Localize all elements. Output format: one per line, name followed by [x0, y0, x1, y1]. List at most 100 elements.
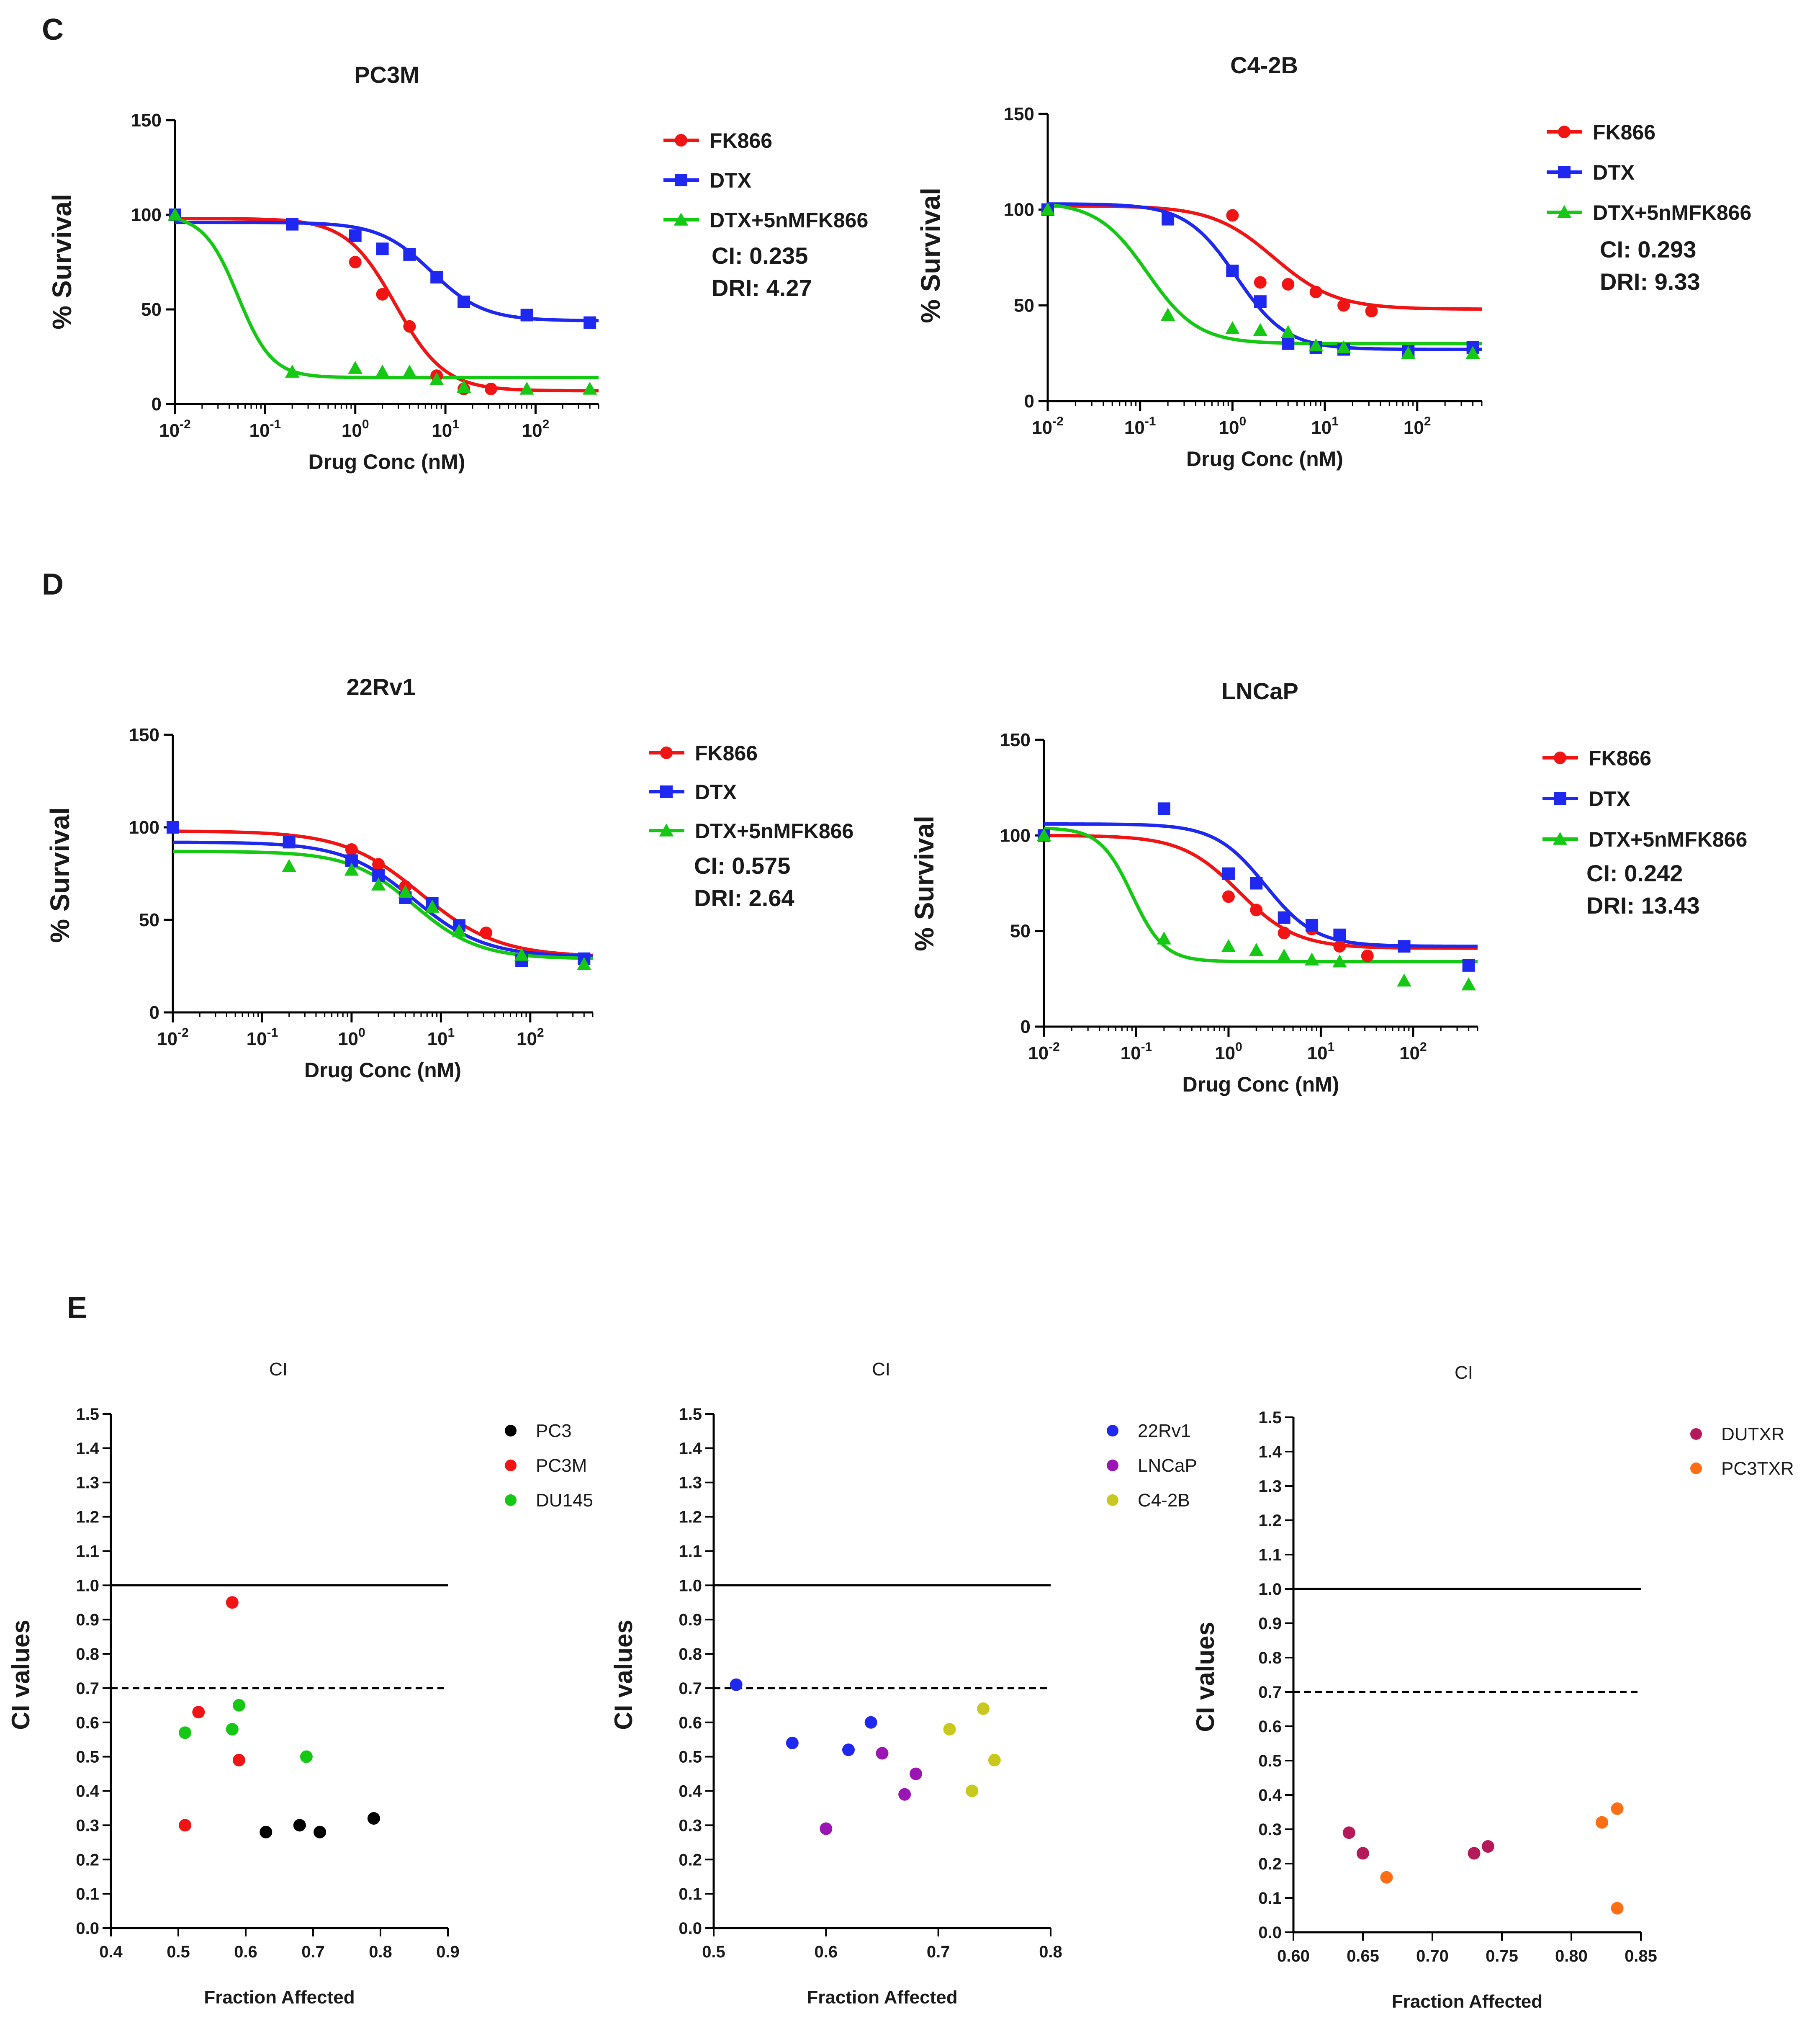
x-tick-label: 101: [1311, 415, 1339, 438]
fit-curve-dtx: [173, 840, 593, 958]
legend-marker: [1554, 792, 1566, 805]
y-tick-label: 1.1: [76, 1542, 99, 1560]
x-tick-exponent: 1: [1328, 1040, 1335, 1054]
y-tick-label: 1.2: [76, 1508, 99, 1527]
data-point-dtx: [1222, 867, 1235, 880]
data-point-dtx: [349, 229, 362, 242]
x-tick-label: 0.9: [436, 1943, 460, 1961]
legend-marker: [1690, 1428, 1702, 1440]
data-point-pc3txr: [1380, 1871, 1393, 1884]
legend-marker: [674, 212, 689, 226]
x-tick-exponent: 2: [537, 1026, 544, 1040]
y-tick-label: 0: [1021, 1017, 1031, 1037]
data-point-fk866: [1365, 305, 1378, 318]
data-point-dtx+5nmfk866: [282, 859, 296, 872]
data-point-dtx+5nmfk866: [375, 364, 390, 378]
y-tick-label: 0.4: [1258, 1786, 1282, 1805]
data-point-c4-2b: [977, 1702, 990, 1715]
y-tick-label: 0: [149, 1002, 159, 1023]
x-tick-label: 10-2: [159, 417, 191, 441]
data-point-dtx: [167, 821, 179, 834]
x-tick-base: 10: [517, 1029, 537, 1049]
data-point-dtx+5nmfk866: [577, 957, 591, 970]
legend-marker: [1558, 126, 1571, 138]
data-point-dtx+5nmfk866: [1304, 952, 1319, 966]
dri-value: DRI: 13.43: [1586, 892, 1700, 919]
y-tick-label: 1.5: [76, 1405, 99, 1424]
data-point-dtx+5nmfk866: [425, 899, 440, 913]
y-tick-label: 1.4: [679, 1439, 702, 1458]
x-tick-base: 10: [1399, 1043, 1420, 1063]
x-tick-label: 0.6: [234, 1943, 257, 1961]
y-tick-label: 1.4: [1258, 1443, 1282, 1461]
x-tick-base: 10: [159, 420, 180, 441]
legend-marker: [1557, 205, 1572, 218]
x-tick-label: 0.7: [927, 1943, 950, 1961]
x-axis-title: Drug Conc (nM): [1186, 447, 1343, 471]
data-point-dtx: [430, 271, 443, 284]
y-tick-label: 1.4: [76, 1439, 99, 1458]
fit-curve-dtx: [1048, 202, 1482, 351]
data-point-dutxr: [1357, 1847, 1369, 1860]
x-tick-label: 100: [342, 417, 369, 441]
data-point-fk866: [480, 926, 493, 939]
data-point-dtx: [1282, 337, 1295, 350]
y-axis-title: CI values: [1191, 1622, 1219, 1732]
y-tick-label: 1.0: [679, 1576, 702, 1595]
x-tick-base: 10: [522, 420, 542, 441]
x-tick-label: 0.65: [1347, 1947, 1379, 1965]
data-point-dtx: [403, 248, 416, 261]
x-tick-label: 10-2: [157, 1026, 189, 1049]
x-tick-exponent: 2: [1424, 415, 1431, 428]
legend-label: PC3TXR: [1721, 1458, 1794, 1479]
y-tick-label: 0.1: [1258, 1889, 1282, 1908]
legend-marker: [1558, 166, 1571, 178]
legend-marker: [505, 1425, 517, 1437]
data-point-c4-2b: [966, 1784, 979, 1797]
x-tick-base: 10: [1028, 1043, 1049, 1063]
legend-marker: [659, 823, 674, 837]
chart-title: PC3M: [354, 62, 419, 88]
x-tick-exponent: -2: [1049, 1040, 1060, 1054]
legend-label: DTX+5nMFK866: [695, 819, 853, 843]
data-point-pc3: [314, 1825, 326, 1838]
data-point-22rv1: [864, 1716, 877, 1729]
data-point-dtx+5nmfk866: [514, 947, 529, 961]
x-tick-label: 10-1: [247, 1026, 278, 1049]
x-tick-label: 101: [427, 1026, 455, 1049]
data-point-dtx+5nmfk866: [582, 381, 597, 395]
x-tick-exponent: -1: [1141, 1040, 1152, 1054]
data-point-du145: [226, 1723, 239, 1736]
x-tick-exponent: -2: [177, 1026, 189, 1040]
dri-value: DRI: 2.64: [694, 885, 794, 911]
x-axis-title: Fraction Affected: [807, 1987, 957, 2008]
legend-label: PC3: [536, 1421, 572, 1441]
x-tick-label: 10-1: [249, 417, 281, 441]
y-tick-label: 150: [1004, 104, 1034, 124]
chart-title: C4-2B: [1230, 52, 1298, 78]
data-point-fk866: [1222, 890, 1235, 903]
data-point-dtx+5nmfk866: [1465, 346, 1480, 359]
legend-label: DTX+5nMFK866: [1593, 201, 1751, 224]
legend-label: DU145: [536, 1490, 593, 1511]
x-tick-exponent: 1: [447, 1026, 455, 1040]
data-point-dtx: [1333, 928, 1346, 941]
data-point-fk866: [1282, 278, 1295, 291]
x-tick-label: 10-2: [1028, 1040, 1060, 1063]
x-tick-label: 0.4: [99, 1943, 123, 1961]
legend-label: PC3M: [536, 1455, 587, 1476]
data-point-dtx: [584, 316, 596, 329]
x-tick-label: 0.5: [702, 1943, 725, 1961]
legend-marker: [675, 174, 687, 186]
data-point-dtx+5nmfk866: [1336, 340, 1351, 353]
x-tick-exponent: 0: [1235, 1040, 1242, 1054]
x-axis-title: Drug Conc (nM): [304, 1058, 461, 1082]
legend-label: DTX: [709, 169, 751, 192]
y-tick-label: 0.2: [76, 1851, 99, 1869]
x-tick-label: 0.8: [369, 1943, 392, 1961]
y-tick-label: 1.3: [76, 1474, 99, 1492]
y-tick-label: 0.3: [76, 1816, 99, 1835]
legend-label: DTX: [695, 780, 737, 804]
data-point-dtx: [1398, 940, 1411, 953]
